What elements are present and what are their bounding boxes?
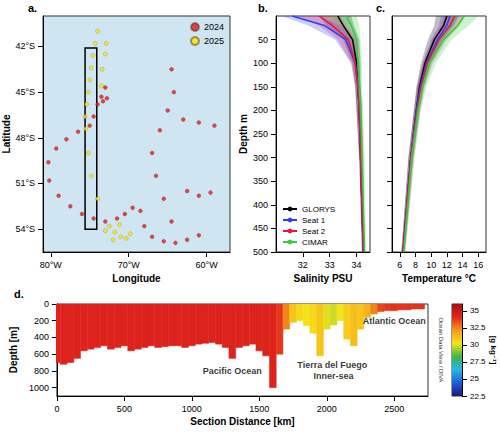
svg-text:32.5: 32.5: [470, 323, 486, 332]
svg-text:Seat 1: Seat 1: [302, 216, 326, 225]
svg-text:1500: 1500: [249, 404, 269, 414]
svg-text:Temperature °C: Temperature °C: [402, 273, 476, 284]
svg-text:400: 400: [253, 200, 268, 210]
svg-text:34: 34: [352, 260, 362, 270]
svg-text:c.: c.: [376, 2, 385, 14]
svg-text:80°W: 80°W: [40, 260, 63, 270]
svg-text:CIMAR: CIMAR: [302, 238, 328, 247]
svg-text:150: 150: [253, 82, 268, 92]
svg-text:51°S: 51°S: [15, 178, 35, 188]
svg-text:50: 50: [258, 35, 268, 45]
svg-text:2025: 2025: [204, 36, 224, 46]
svg-text:48°S: 48°S: [15, 133, 35, 143]
svg-text:Pacific Ocean: Pacific Ocean: [203, 366, 262, 376]
svg-text:400: 400: [34, 332, 49, 342]
svg-text:300: 300: [253, 153, 268, 163]
svg-text:500: 500: [253, 247, 268, 257]
svg-text:b.: b.: [258, 2, 268, 14]
svg-text:2024: 2024: [204, 22, 224, 32]
svg-text:500: 500: [117, 404, 132, 414]
svg-text:70°W: 70°W: [118, 260, 141, 270]
svg-text:14: 14: [457, 260, 467, 270]
svg-text:22.5: 22.5: [470, 392, 486, 401]
svg-text:10: 10: [426, 260, 436, 270]
svg-text:Atlantic Ocean: Atlantic Ocean: [363, 316, 426, 326]
svg-text:350: 350: [253, 176, 268, 186]
svg-text:Inner-sea: Inner-sea: [314, 371, 355, 381]
svg-text:800: 800: [34, 366, 49, 376]
svg-text:32: 32: [298, 260, 308, 270]
svg-text:30: 30: [470, 340, 479, 349]
svg-text:200: 200: [253, 105, 268, 115]
svg-text:42°S: 42°S: [15, 41, 35, 51]
svg-text:Salinity PSU: Salinity PSU: [294, 273, 353, 284]
svg-text:Latitude: Latitude: [1, 114, 12, 153]
svg-text:Seat 2: Seat 2: [302, 227, 326, 236]
svg-text:2500: 2500: [384, 404, 404, 414]
svg-text:1000: 1000: [182, 404, 202, 414]
svg-text:1000: 1000: [29, 383, 49, 393]
svg-text:0: 0: [54, 404, 59, 414]
svg-text:45°S: 45°S: [15, 87, 35, 97]
svg-text:Section Distance [km]: Section Distance [km]: [190, 416, 294, 427]
svg-text:33: 33: [325, 260, 335, 270]
svg-text:0: 0: [44, 299, 49, 309]
svg-text:GLORYS: GLORYS: [302, 205, 335, 214]
svg-text:[g kg⁻¹]: [g kg⁻¹]: [489, 336, 498, 365]
svg-text:200: 200: [34, 316, 49, 326]
svg-text:2000: 2000: [317, 404, 337, 414]
svg-text:250: 250: [253, 129, 268, 139]
svg-text:60°W: 60°W: [196, 260, 219, 270]
svg-text:a.: a.: [28, 2, 37, 14]
svg-text:d.: d.: [14, 288, 24, 300]
svg-text:Tierra del Fuego: Tierra del Fuego: [297, 360, 369, 370]
svg-text:Ocean Data View / DIVA: Ocean Data View / DIVA: [438, 317, 444, 382]
svg-text:16: 16: [473, 260, 483, 270]
svg-text:12: 12: [442, 260, 452, 270]
svg-text:Depth m: Depth m: [238, 114, 249, 154]
svg-text:100: 100: [253, 58, 268, 68]
svg-text:35: 35: [470, 306, 479, 315]
svg-text:25: 25: [470, 374, 479, 383]
svg-text:450: 450: [253, 223, 268, 233]
svg-text:54°S: 54°S: [15, 224, 35, 234]
svg-text:600: 600: [34, 349, 49, 359]
svg-text:8: 8: [413, 260, 418, 270]
svg-text:Longitude: Longitude: [112, 273, 161, 284]
svg-text:6: 6: [397, 260, 402, 270]
svg-text:Depth [m]: Depth [m]: [8, 327, 19, 374]
svg-text:27.5: 27.5: [470, 357, 486, 366]
